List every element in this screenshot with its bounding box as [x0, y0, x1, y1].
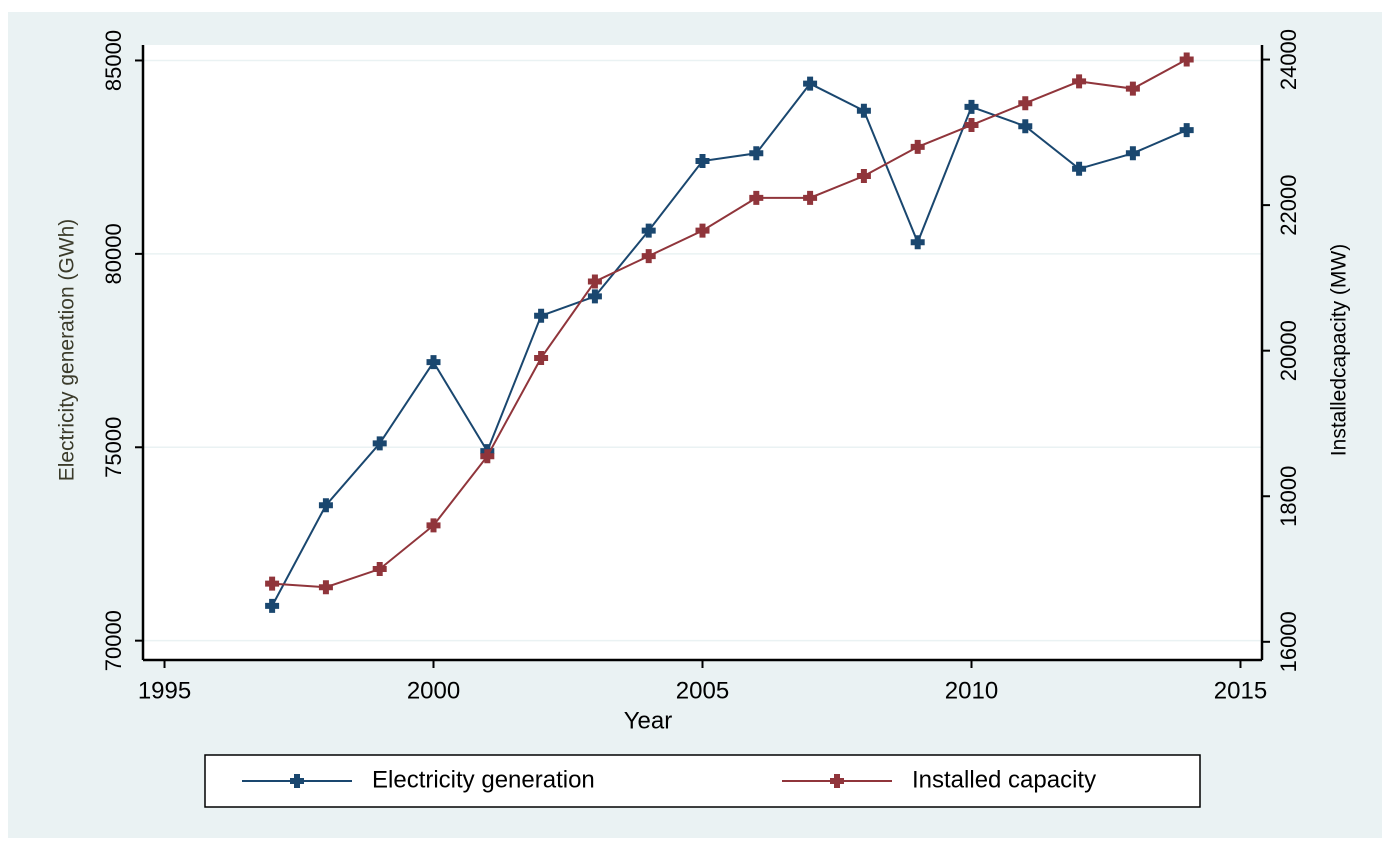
marker: [1072, 74, 1087, 89]
marker: [480, 449, 495, 464]
x-tick-label: 2015: [1214, 677, 1267, 704]
marker: [372, 436, 387, 451]
x-tick-label: 2010: [945, 677, 998, 704]
marker: [1125, 81, 1140, 96]
marker: [265, 576, 280, 591]
marker: [695, 154, 710, 169]
x-tick-label: 2005: [676, 677, 729, 704]
y-tick-label: 80000: [101, 223, 126, 284]
series-line: [271, 82, 1188, 607]
marker: [856, 103, 871, 118]
marker: [1072, 161, 1087, 176]
y-tick-label: 75000: [101, 417, 126, 478]
marker: [910, 139, 925, 154]
marker: [265, 598, 280, 613]
y-axis-title: Electricity generation (GWh): [56, 219, 79, 482]
marker: [426, 355, 441, 370]
y2-tick-label: 24000: [1276, 29, 1301, 90]
y2-tick-label: 18000: [1276, 466, 1301, 527]
y2-tick-label: 16000: [1276, 611, 1301, 672]
x-axis-title: Year: [624, 707, 673, 734]
y2-tick-label: 20000: [1276, 320, 1301, 381]
marker: [318, 498, 333, 513]
marker: [695, 223, 710, 238]
marker: [587, 274, 602, 289]
marker: [534, 308, 549, 323]
marker: [641, 249, 656, 264]
marker: [830, 774, 844, 788]
y2-axis-title: Installedcapacity (MW): [1328, 244, 1351, 456]
marker: [1179, 52, 1194, 67]
marker: [534, 350, 549, 365]
marker: [856, 169, 871, 184]
plot-area: [143, 45, 1262, 660]
y-tick-label: 70000: [101, 610, 126, 671]
series-line: [272, 58, 1188, 589]
marker: [964, 118, 979, 133]
marker: [1125, 146, 1140, 161]
marker: [641, 223, 656, 238]
x-tick-label: 1995: [138, 677, 191, 704]
marker: [372, 562, 387, 577]
legend-label: Installed capacity: [912, 766, 1096, 793]
marker: [426, 518, 441, 533]
marker: [803, 76, 818, 91]
legend: [204, 754, 1201, 808]
y-tick-label: 85000: [101, 30, 126, 91]
y2-tick-label: 22000: [1276, 175, 1301, 236]
marker: [318, 580, 333, 595]
marker: [587, 289, 602, 304]
marker: [749, 146, 764, 161]
marker: [1018, 119, 1033, 134]
legend-label: Electricity generation: [372, 766, 595, 793]
marker: [964, 99, 979, 114]
marker: [803, 190, 818, 205]
x-tick-label: 2000: [407, 677, 460, 704]
marker: [290, 774, 304, 788]
marker: [910, 235, 925, 250]
marker: [749, 190, 764, 205]
marker: [1018, 96, 1033, 111]
marker: [1179, 123, 1194, 138]
